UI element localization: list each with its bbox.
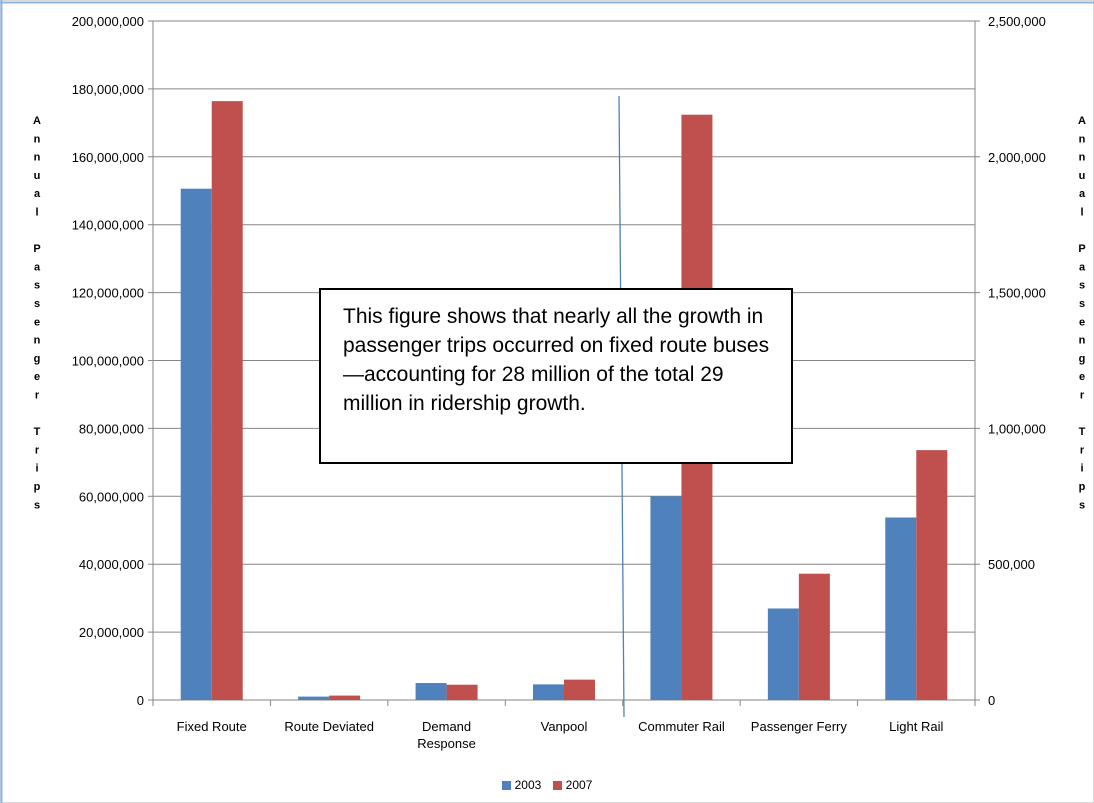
left-tick-label: 180,000,000 [72, 82, 144, 97]
bar-2007 [446, 684, 478, 700]
left-tick-label: 60,000,000 [79, 489, 144, 504]
left-tick-label: 80,000,000 [79, 421, 144, 436]
right-axis-title-letter: P [1078, 243, 1085, 255]
left-tick-label: 20,000,000 [79, 625, 144, 640]
left-axis-title-letter: a [34, 261, 41, 273]
left-axis-title-letter: e [34, 316, 40, 328]
bar-2003 [415, 683, 447, 700]
right-tick-label: 1,500,000 [988, 286, 1046, 301]
category-label: Demand [422, 719, 471, 734]
left-axis-title-letter: r [35, 390, 40, 402]
right-axis-title-letter: e [1079, 316, 1085, 328]
bar-2003 [298, 696, 330, 700]
right-axis-title-letter: r [1080, 390, 1085, 402]
left-axis-title-letter: p [34, 481, 41, 493]
left-axis-title-letter: n [34, 133, 41, 145]
bar-2007 [916, 450, 948, 700]
category-label: Passenger Ferry [751, 719, 848, 734]
annotation-box: This figure shows that nearly all the gr… [319, 288, 793, 464]
left-axis-title-letter: s [34, 280, 40, 292]
right-axis-title-letter: n [1079, 152, 1086, 164]
legend-item-2007: 2007 [552, 778, 593, 792]
left-tick-label: 100,000,000 [72, 354, 144, 369]
right-axis-title-letter: s [1079, 280, 1085, 292]
bar-2003 [180, 188, 212, 700]
category-label: Fixed Route [177, 719, 247, 734]
left-tick-label: 120,000,000 [72, 286, 144, 301]
right-tick-label: 2,000,000 [988, 150, 1046, 165]
right-tick-label: 500,000 [988, 557, 1035, 572]
bar-2003 [885, 517, 917, 700]
left-axis-title-letter: r [35, 444, 40, 456]
right-tick-label: 0 [988, 693, 995, 708]
right-axis-title-letter: T [1079, 426, 1086, 438]
category-label: Response [417, 736, 476, 751]
right-axis-title-letter: a [1079, 188, 1086, 200]
right-axis-title-letter: e [1079, 371, 1085, 383]
bar-2007 [211, 101, 243, 700]
category-label: Light Rail [889, 719, 943, 734]
left-tick-label: 160,000,000 [72, 150, 144, 165]
bar-2007 [564, 679, 595, 700]
category-label: Commuter Rail [638, 719, 725, 734]
left-axis-title-letter: s [34, 499, 40, 511]
category-label: Vanpool [541, 719, 588, 734]
legend-item-2003: 2003 [501, 778, 542, 792]
right-axis-title-letter: i [1080, 463, 1083, 475]
bar-2007 [798, 573, 830, 700]
right-axis-title-letter: n [1079, 335, 1086, 347]
bar-2003 [767, 608, 799, 700]
left-axis-title-letter: a [34, 188, 41, 200]
right-axis-title-letter: u [1079, 170, 1086, 182]
left-axis-title-letter: g [34, 353, 41, 365]
right-axis-title-letter: g [1079, 353, 1086, 365]
left-tick-label: 200,000,000 [72, 14, 144, 29]
left-axis-title-letter: l [35, 207, 38, 219]
bar-2003 [533, 684, 564, 700]
left-axis-title-letter: u [34, 170, 41, 182]
left-axis-title-letter: P [33, 243, 40, 255]
left-axis-title-letter: s [34, 298, 40, 310]
left-axis-title-letter: T [34, 426, 41, 438]
left-axis-title-letter: n [34, 335, 41, 347]
bar-2007 [329, 695, 361, 700]
left-axis-title-letter: n [34, 152, 41, 164]
left-tick-label: 0 [137, 693, 144, 708]
legend: 2003 2007 [0, 778, 1094, 792]
legend-label-2003: 2003 [514, 778, 542, 792]
bar-2003 [650, 496, 682, 700]
annotation-text: This figure shows that nearly all the gr… [343, 305, 770, 415]
right-axis-title-letter: l [1080, 207, 1083, 219]
left-axis-title-letter: e [34, 371, 40, 383]
left-axis-title-letter: i [35, 463, 38, 475]
legend-swatch-2003 [501, 781, 511, 790]
right-axis-title-letter: A [1078, 115, 1086, 127]
left-axis-title-letter: A [33, 115, 41, 127]
right-axis-title-letter: n [1079, 133, 1086, 145]
legend-swatch-2007 [552, 781, 562, 790]
right-axis-title-letter: p [1079, 481, 1086, 493]
category-label: Route Deviated [284, 719, 374, 734]
left-tick-label: 140,000,000 [72, 218, 144, 233]
right-axis-title-letter: s [1079, 298, 1085, 310]
right-tick-label: 2,500,000 [988, 14, 1046, 29]
right-axis-title-letter: a [1079, 261, 1086, 273]
legend-label-2007: 2007 [565, 778, 593, 792]
right-axis-title-letter: r [1080, 444, 1085, 456]
right-tick-label: 1,000,000 [988, 421, 1046, 436]
left-tick-label: 40,000,000 [79, 557, 144, 572]
right-axis-title-letter: s [1079, 499, 1085, 511]
